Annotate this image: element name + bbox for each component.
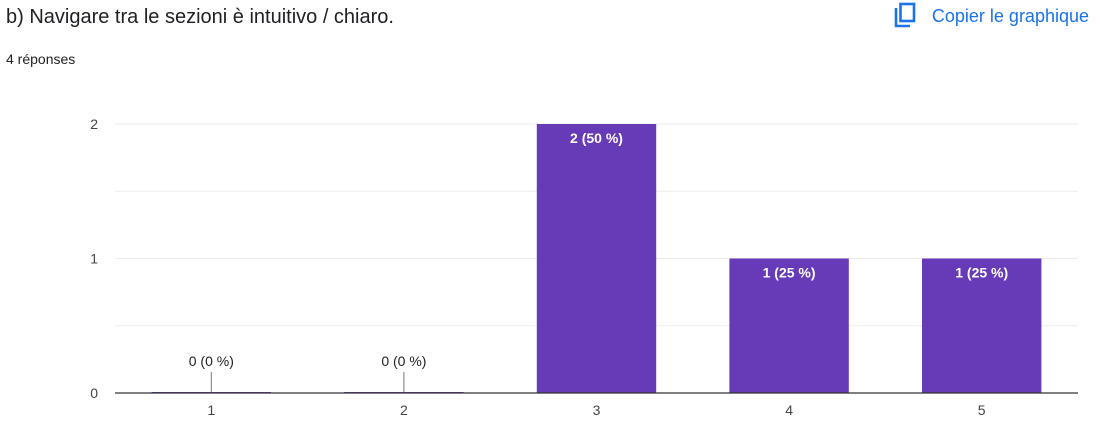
response-count: 4 réponses — [6, 51, 76, 67]
y-tick-label: 0 — [90, 385, 98, 401]
x-tick-label: 3 — [593, 402, 601, 418]
copy-icon — [892, 2, 918, 30]
bar-data-label: 0 (0 %) — [189, 353, 234, 369]
y-tick-label: 1 — [90, 251, 98, 267]
x-tick-label: 4 — [785, 402, 793, 418]
copy-chart-label: Copier le graphique — [931, 5, 1089, 26]
bar — [536, 124, 657, 393]
bar — [921, 258, 1042, 393]
question-title: b) Navigare tra le sezioni è intuitivo /… — [6, 6, 394, 28]
y-tick-label: 2 — [90, 116, 98, 132]
x-tick-label: 2 — [400, 402, 408, 418]
bar — [729, 258, 849, 393]
bar-data-label: 0 (0 %) — [381, 353, 426, 369]
bar-data-label: 2 (50 %) — [570, 130, 623, 146]
x-tick-label: 1 — [207, 402, 215, 418]
x-tick-label: 5 — [978, 402, 986, 418]
bar-data-label: 1 (25 %) — [955, 265, 1008, 281]
bar-data-label: 1 (25 %) — [763, 265, 816, 281]
copy-chart-button[interactable]: Copier le graphique — [892, 0, 1089, 32]
